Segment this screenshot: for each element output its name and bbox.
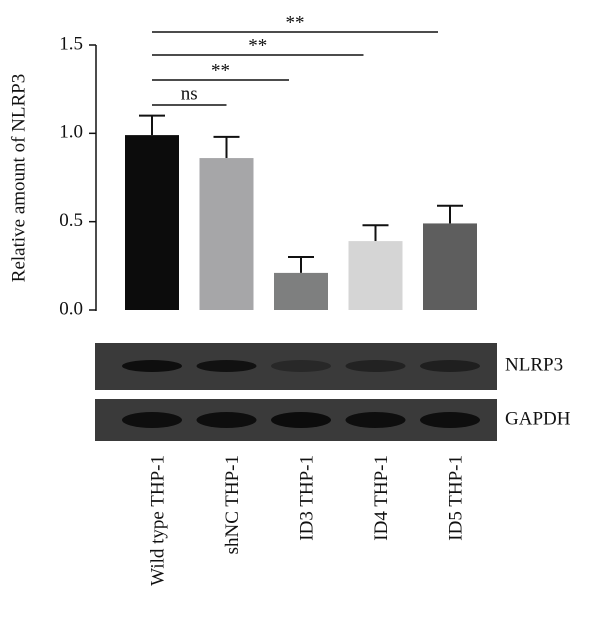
- significance-label: **: [248, 35, 267, 56]
- blot-band: [122, 412, 182, 428]
- y-axis-label: Relative amount of NLRP3: [8, 74, 29, 282]
- blot-band: [345, 360, 406, 372]
- y-tick-label: 1.0: [59, 122, 83, 143]
- y-tick-label: 0.0: [59, 298, 83, 319]
- blot-band: [196, 412, 257, 428]
- bar: [274, 272, 328, 310]
- x-tick-label: shNC THP-1: [222, 455, 243, 554]
- y-tick-label: 0.5: [59, 210, 83, 231]
- significance-label: **: [286, 12, 305, 33]
- bar: [348, 241, 403, 310]
- bar: [199, 158, 254, 310]
- significance-label: ns: [181, 83, 198, 104]
- y-tick-label: 1.5: [59, 33, 83, 54]
- bar: [125, 135, 179, 310]
- x-tick-label: ID4 THP-1: [371, 455, 392, 541]
- bar: [423, 223, 477, 310]
- x-tick-label: ID3 THP-1: [296, 455, 317, 541]
- blot-band: [420, 360, 480, 372]
- blot-band: [196, 360, 257, 372]
- significance-label: **: [211, 60, 230, 81]
- blot-label: GAPDH: [505, 408, 571, 429]
- blot-band: [420, 412, 480, 428]
- blot-band: [122, 360, 182, 372]
- blot-band: [345, 412, 406, 428]
- blot-band: [271, 412, 331, 428]
- blot-label: NLRP3: [505, 354, 563, 375]
- x-tick-label: ID5 THP-1: [445, 455, 466, 541]
- x-tick-label: Wild type THP-1: [147, 455, 168, 586]
- blot-band: [271, 360, 331, 372]
